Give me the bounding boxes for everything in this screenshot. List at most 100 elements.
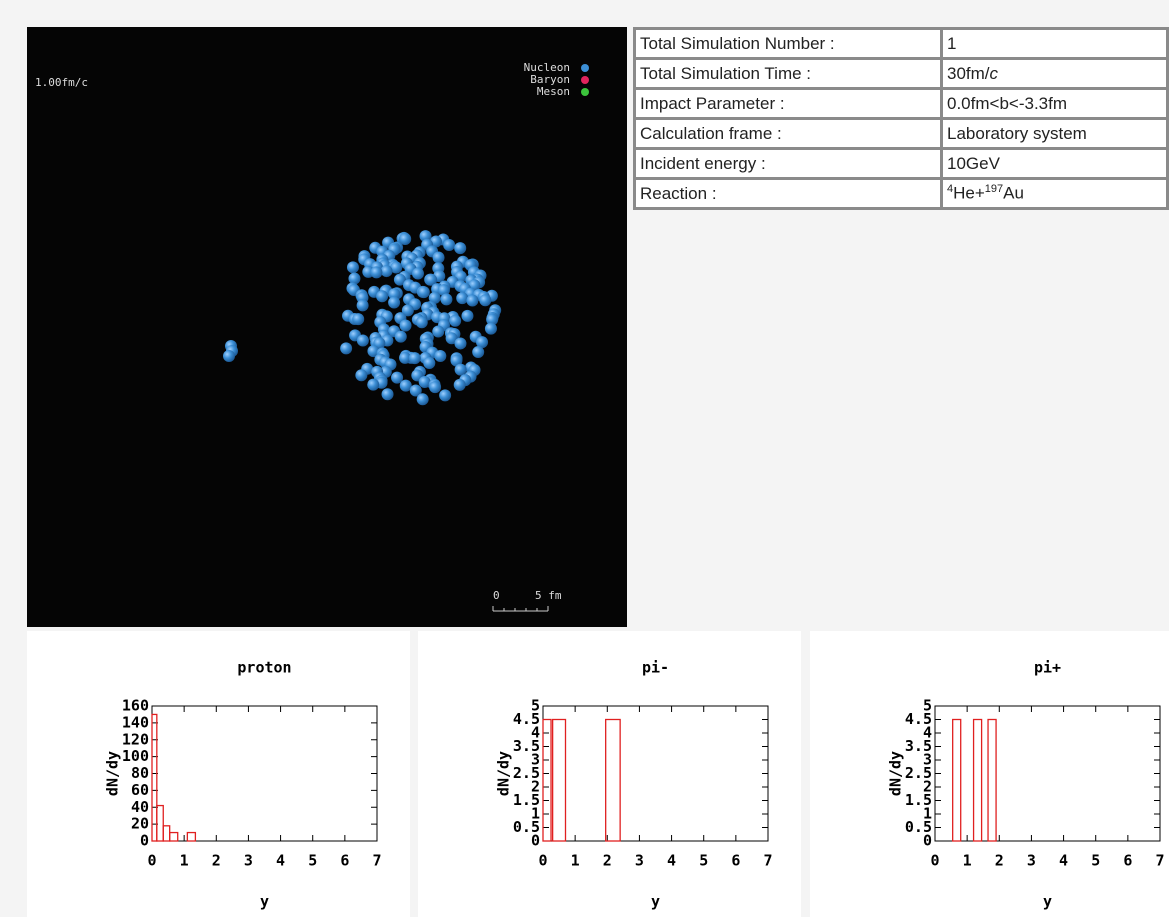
table-row: Total Simulation Time : 30fm/c xyxy=(635,59,1168,89)
simulation-view xyxy=(27,27,627,627)
y-tick-label: 40 xyxy=(131,798,149,816)
chart-panel xyxy=(810,631,1169,917)
x-tick-label: 2 xyxy=(603,852,612,870)
particle xyxy=(454,379,466,391)
particle xyxy=(382,388,394,400)
y-tick-label: 80 xyxy=(131,764,149,782)
x-tick-label: 5 xyxy=(699,852,708,870)
chart-title: pi- xyxy=(642,659,669,677)
particle xyxy=(352,313,364,325)
x-tick-label: 7 xyxy=(372,852,381,870)
particle xyxy=(456,292,468,304)
particle xyxy=(376,290,388,302)
particle xyxy=(461,310,473,322)
particle xyxy=(370,266,382,278)
chart-title: proton xyxy=(237,659,291,677)
particle xyxy=(223,350,235,362)
x-axis-label: y xyxy=(260,893,269,911)
scale-label: 5 fm xyxy=(535,589,562,602)
text-part: c xyxy=(990,64,999,83)
x-tick-label: 5 xyxy=(1091,852,1100,870)
particle xyxy=(347,261,359,273)
x-tick-label: 0 xyxy=(930,852,939,870)
info-table: Total Simulation Number :1Total Simulati… xyxy=(633,27,1169,210)
x-tick-label: 6 xyxy=(731,852,740,870)
x-tick-label: 4 xyxy=(1059,852,1068,870)
y-tick-label: 100 xyxy=(122,747,149,765)
y-axis-label: dN/dy xyxy=(495,751,513,796)
x-tick-label: 2 xyxy=(212,852,221,870)
particle xyxy=(432,326,444,338)
time-label: 1.00fm/c xyxy=(35,76,88,89)
x-tick-label: 6 xyxy=(1123,852,1132,870)
value-cell: 10GeV xyxy=(942,149,1168,179)
y-tick-label: 20 xyxy=(131,815,149,833)
y-tick-label: 5 xyxy=(923,697,932,715)
y-tick-label: 160 xyxy=(122,697,149,715)
text-part: 30fm/ xyxy=(947,64,990,83)
x-tick-label: 6 xyxy=(340,852,349,870)
particle xyxy=(367,379,379,391)
chart-panel xyxy=(27,631,410,917)
table-row: Impact Parameter :0.0fm<b<-3.3fm xyxy=(635,89,1168,119)
particle xyxy=(416,316,428,328)
table-row: Calculation frame :Laboratory system xyxy=(635,119,1168,149)
label-cell: Incident energy : xyxy=(635,149,942,179)
scale-label: 0 xyxy=(493,589,500,602)
x-tick-label: 0 xyxy=(147,852,156,870)
x-tick-label: 3 xyxy=(1027,852,1036,870)
chart-title: pi+ xyxy=(1034,659,1061,677)
value-cell: 0.0fm<b<-3.3fm xyxy=(942,89,1168,119)
particle xyxy=(412,268,424,280)
y-axis-label: dN/dy xyxy=(104,751,122,796)
particle xyxy=(479,294,491,306)
particle xyxy=(439,389,451,401)
x-tick-label: 0 xyxy=(538,852,547,870)
chart-panel xyxy=(418,631,801,917)
value-cell: 4He+197Au xyxy=(942,179,1168,209)
particle xyxy=(340,342,352,354)
table-row: Reaction :4He+197Au xyxy=(635,179,1168,209)
particle xyxy=(400,320,412,332)
particle xyxy=(418,286,430,298)
page: 1.00fm/c 0 5 fm NucleonBaryonMesonproton… xyxy=(0,0,1169,917)
table-row: Total Simulation Number :1 xyxy=(635,29,1168,59)
y-tick-label: 60 xyxy=(131,781,149,799)
particle xyxy=(449,315,461,327)
particle xyxy=(443,239,455,251)
particle xyxy=(357,299,369,311)
particle xyxy=(423,357,435,369)
value-cell: Laboratory system xyxy=(942,119,1168,149)
particle xyxy=(433,252,445,264)
label-cell: Total Simulation Time : xyxy=(635,59,942,89)
x-tick-label: 3 xyxy=(244,852,253,870)
particle xyxy=(434,350,446,362)
legend-marker xyxy=(581,76,589,84)
y-axis-label: dN/dy xyxy=(887,751,905,796)
legend-label: Meson xyxy=(537,85,570,98)
x-axis-label: y xyxy=(1043,893,1052,911)
particle xyxy=(466,294,478,306)
particle xyxy=(355,369,367,381)
text-part: 197 xyxy=(985,183,1003,195)
particle xyxy=(381,265,393,277)
particle xyxy=(417,393,429,405)
legend-marker xyxy=(581,64,589,72)
x-tick-label: 4 xyxy=(276,852,285,870)
y-tick-label: 120 xyxy=(122,730,149,748)
x-axis-label: y xyxy=(651,893,660,911)
particle xyxy=(388,297,400,309)
y-tick-label: 0 xyxy=(140,832,149,850)
particle xyxy=(485,323,497,335)
label-cell: Impact Parameter : xyxy=(635,89,942,119)
x-tick-label: 5 xyxy=(308,852,317,870)
particle xyxy=(455,364,467,376)
legend-marker xyxy=(581,88,589,96)
table-row: Incident energy :10GeV xyxy=(635,149,1168,179)
label-cell: Calculation frame : xyxy=(635,119,942,149)
x-tick-label: 7 xyxy=(1155,852,1164,870)
particle xyxy=(409,352,421,364)
particle xyxy=(454,242,466,254)
x-tick-label: 2 xyxy=(995,852,1004,870)
x-tick-label: 1 xyxy=(180,852,189,870)
